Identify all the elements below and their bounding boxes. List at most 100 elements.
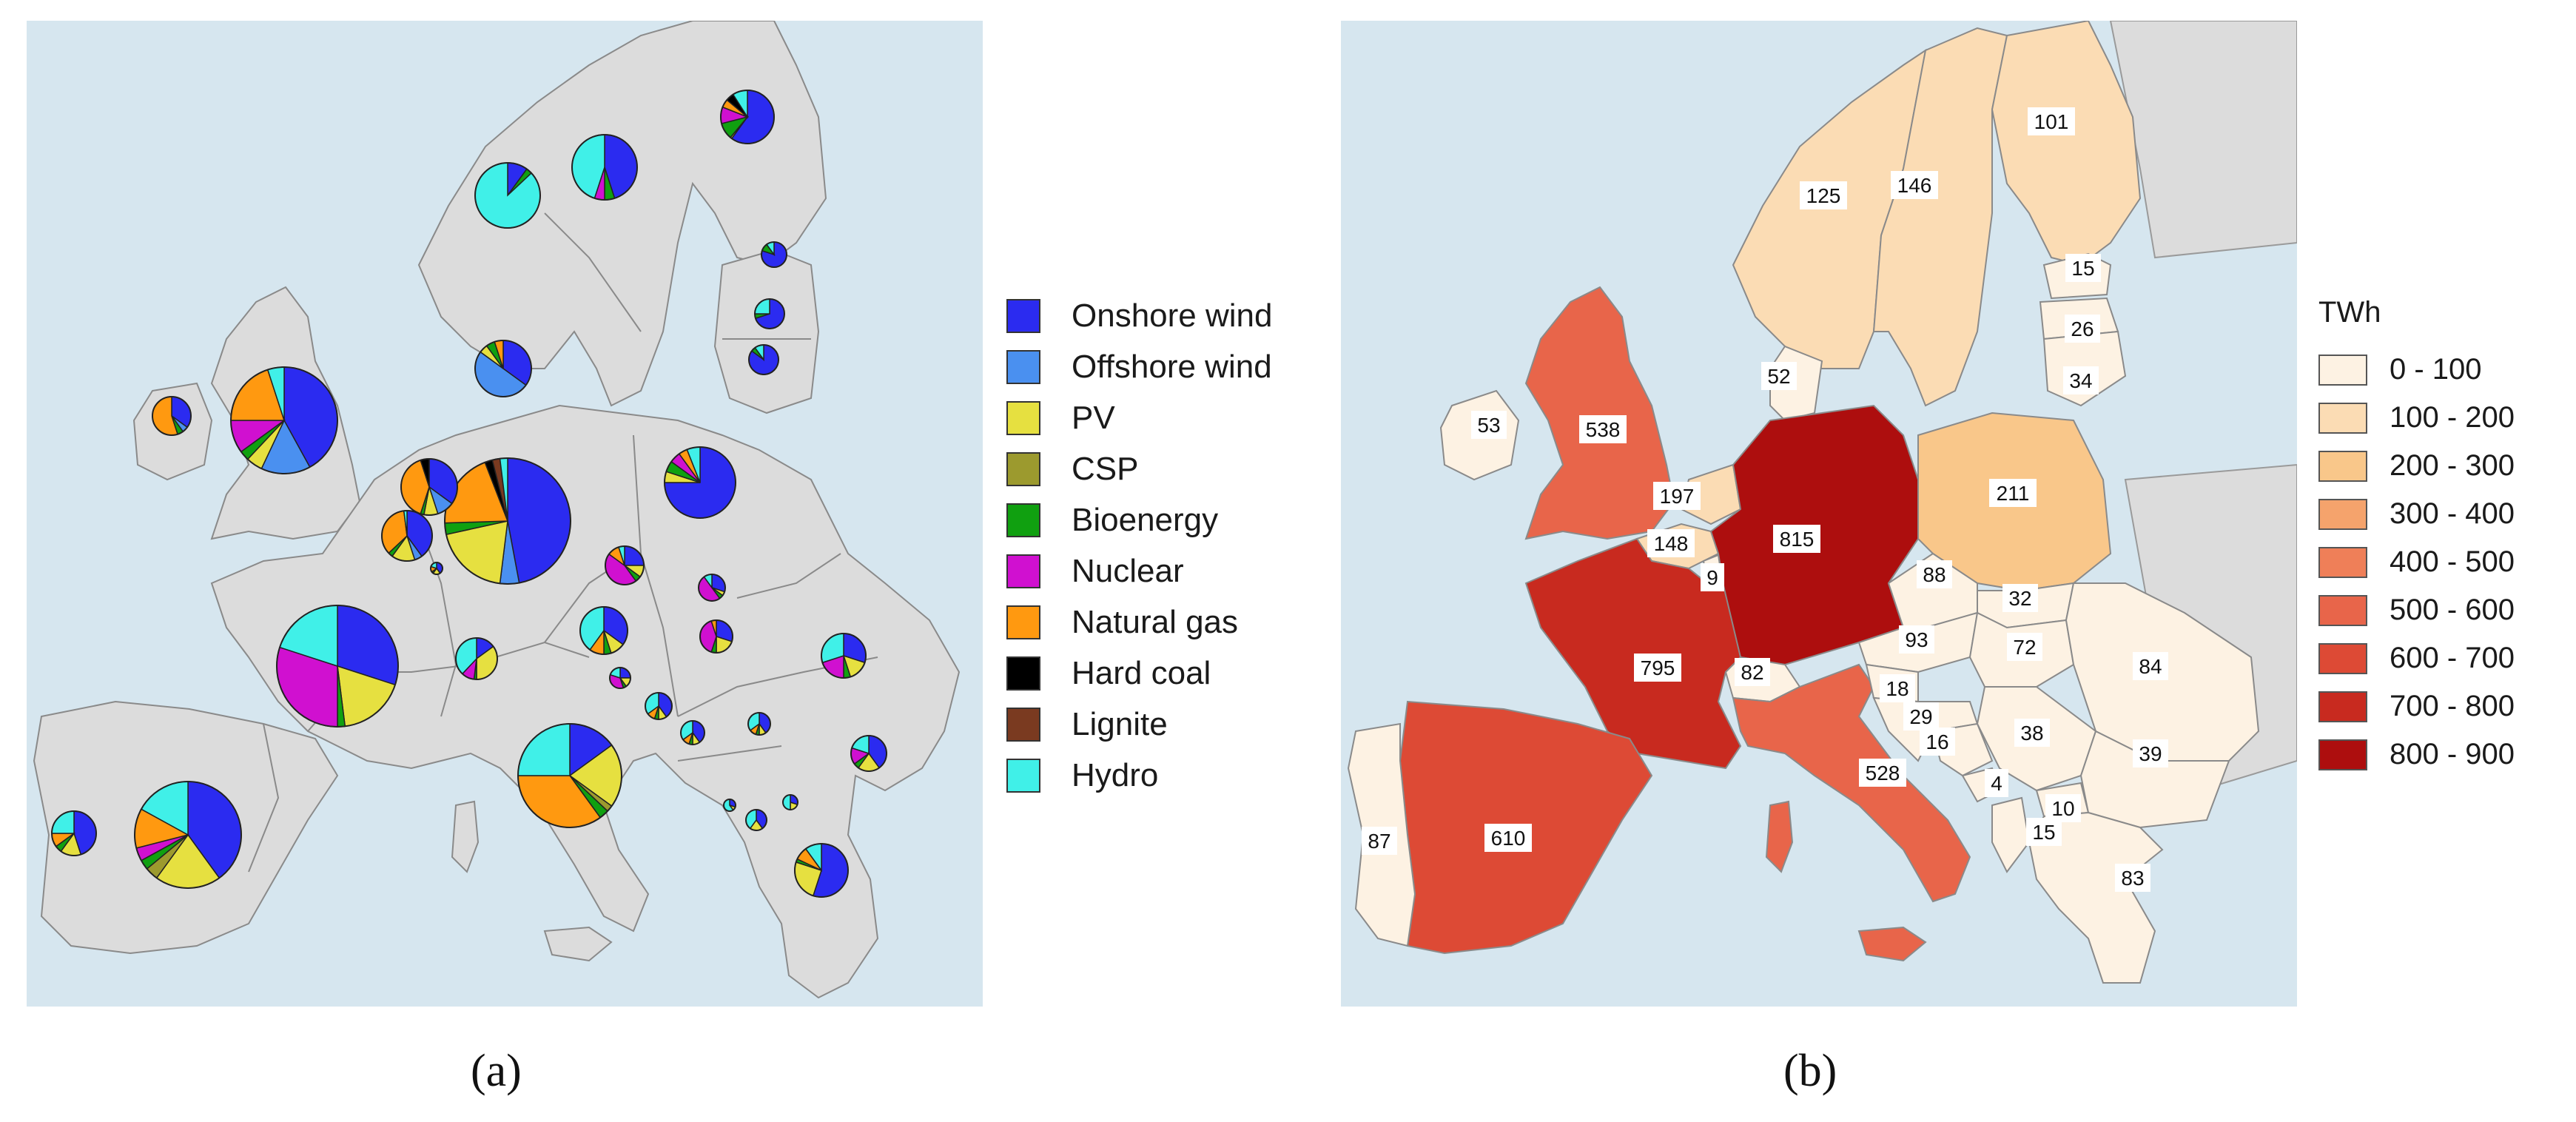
value-label-text: 10 <box>2051 797 2074 820</box>
legend-item-lignite: Lignite <box>1006 699 1272 750</box>
legend-label: Hard coal <box>1072 654 1211 691</box>
value-label-lithuania: 34 <box>2063 366 2099 394</box>
value-label-denmark: 52 <box>1761 362 1797 390</box>
legend-item-bioenergy: Bioenergy <box>1006 494 1272 545</box>
value-label-czechia: 88 <box>1917 560 1952 588</box>
pie-outline <box>579 606 628 655</box>
pie-outline <box>152 396 192 436</box>
value-label-text: 610 <box>1491 827 1526 850</box>
pie-united-kingdom <box>230 366 338 474</box>
value-label-box <box>2002 584 2038 612</box>
pie-outline <box>444 457 571 585</box>
value-label-slovenia: 18 <box>1880 674 1915 702</box>
legend-item-600-700: 600 - 700 <box>2318 634 2515 682</box>
legend-label: 0 - 100 <box>2390 353 2482 386</box>
value-label-text: 528 <box>1866 762 1900 785</box>
value-label-spain: 610 <box>1484 824 1532 852</box>
legend-label: 200 - 300 <box>2390 449 2515 482</box>
pie-outline <box>794 843 849 898</box>
value-label-box <box>1917 560 1952 588</box>
swatch-offshore-wind <box>1006 349 1040 384</box>
value-label-box <box>2026 818 2062 846</box>
legend-item-onshore-wind: Onshore wind <box>1006 290 1272 341</box>
value-label-box <box>2007 633 2042 661</box>
pie-outline <box>381 510 433 562</box>
value-label-text: 84 <box>2139 655 2162 678</box>
swatch-pv <box>1006 400 1040 435</box>
pie-outline <box>745 809 767 831</box>
pie-outline <box>821 633 867 679</box>
value-label-poland: 211 <box>1989 479 2037 507</box>
value-label-box <box>2028 107 2075 135</box>
pie-outline <box>720 90 775 144</box>
land-sardinia <box>451 800 480 873</box>
legend-label: Offshore wind <box>1072 348 1272 385</box>
pie-outline <box>276 605 399 728</box>
value-label-sweden: 146 <box>1891 171 1938 199</box>
value-label-text: 34 <box>2069 369 2092 392</box>
value-label-text: 93 <box>1905 628 1928 651</box>
pie-outline <box>680 720 705 745</box>
legend-item-natural-gas: Natural gas <box>1006 597 1272 648</box>
value-label-switzerland: 82 <box>1735 658 1770 686</box>
pie-outline <box>850 735 887 772</box>
value-label-box <box>1579 415 1627 443</box>
region-greece <box>2028 811 2164 984</box>
pie-serbia <box>680 720 705 745</box>
value-label-text: 795 <box>1641 656 1675 679</box>
legend-label: 100 - 200 <box>2390 401 2515 434</box>
value-label-austria: 93 <box>1899 625 1934 654</box>
value-label-box <box>1880 674 1915 702</box>
legend-item-hard-coal: Hard coal <box>1006 648 1272 699</box>
value-label-box <box>1653 482 1701 510</box>
value-label-box <box>1773 525 1820 553</box>
value-label-montenegro: 4 <box>1985 769 2008 797</box>
swatch-hydro <box>1006 758 1040 793</box>
pie-ireland <box>152 396 192 436</box>
legend-item-300-400: 300 - 400 <box>2318 490 2515 538</box>
value-label-box <box>2133 652 2168 680</box>
value-label-italy: 528 <box>1859 759 1906 787</box>
pie-outline <box>455 637 498 680</box>
value-label-box <box>2063 366 2099 394</box>
pie-outline <box>748 344 779 375</box>
value-label-text: 38 <box>2020 722 2043 745</box>
legend-title: TWh <box>2318 296 2381 329</box>
pie-outline <box>474 340 532 397</box>
caption-a: (a) <box>471 1046 522 1096</box>
value-label-north-macedonia: 10 <box>2045 794 2081 822</box>
caption-b: (b) <box>1783 1046 1837 1096</box>
legend-item-0-100: 0 - 100 <box>2318 346 2515 394</box>
swatch-100-200 <box>2318 402 2367 434</box>
legend-item-800-900: 800 - 900 <box>2318 730 2515 779</box>
value-label-greece: 83 <box>2115 864 2150 892</box>
legend-item-100-200: 100 - 200 <box>2318 394 2515 442</box>
pie-chart-layer <box>51 90 887 898</box>
value-label-box <box>1647 529 1695 557</box>
value-label-estonia: 15 <box>2065 254 2101 282</box>
swatch-lignite <box>1006 707 1040 742</box>
legend-a: Onshore wind Offshore wind PV CSP Bioene… <box>1006 290 1272 801</box>
value-label-belgium: 148 <box>1647 529 1695 557</box>
pie-outline <box>664 446 736 519</box>
region-albania <box>1991 796 2031 873</box>
value-label-box <box>1484 824 1532 852</box>
legend-item-200-300: 200 - 300 <box>2318 442 2515 490</box>
pie-belgium <box>381 510 433 562</box>
value-label-box <box>1903 702 1939 730</box>
value-label-luxembourg: 9 <box>1701 563 1724 591</box>
swatch-0-100 <box>2318 354 2367 386</box>
land-baltics <box>713 249 820 414</box>
pie-outline <box>761 241 787 268</box>
value-label-box <box>1989 479 2037 507</box>
value-label-romania: 84 <box>2133 652 2168 680</box>
value-label-text: 29 <box>1909 705 1932 728</box>
value-label-box <box>1920 728 1955 756</box>
value-label-germany: 815 <box>1773 525 1820 553</box>
legend-item-offshore-wind: Offshore wind <box>1006 341 1272 392</box>
value-label-box <box>1362 827 1397 855</box>
map-a-canvas <box>33 21 961 999</box>
legend-label: Bioenergy <box>1072 501 1219 538</box>
pie-croatia <box>645 692 673 720</box>
value-label-box <box>2065 254 2101 282</box>
